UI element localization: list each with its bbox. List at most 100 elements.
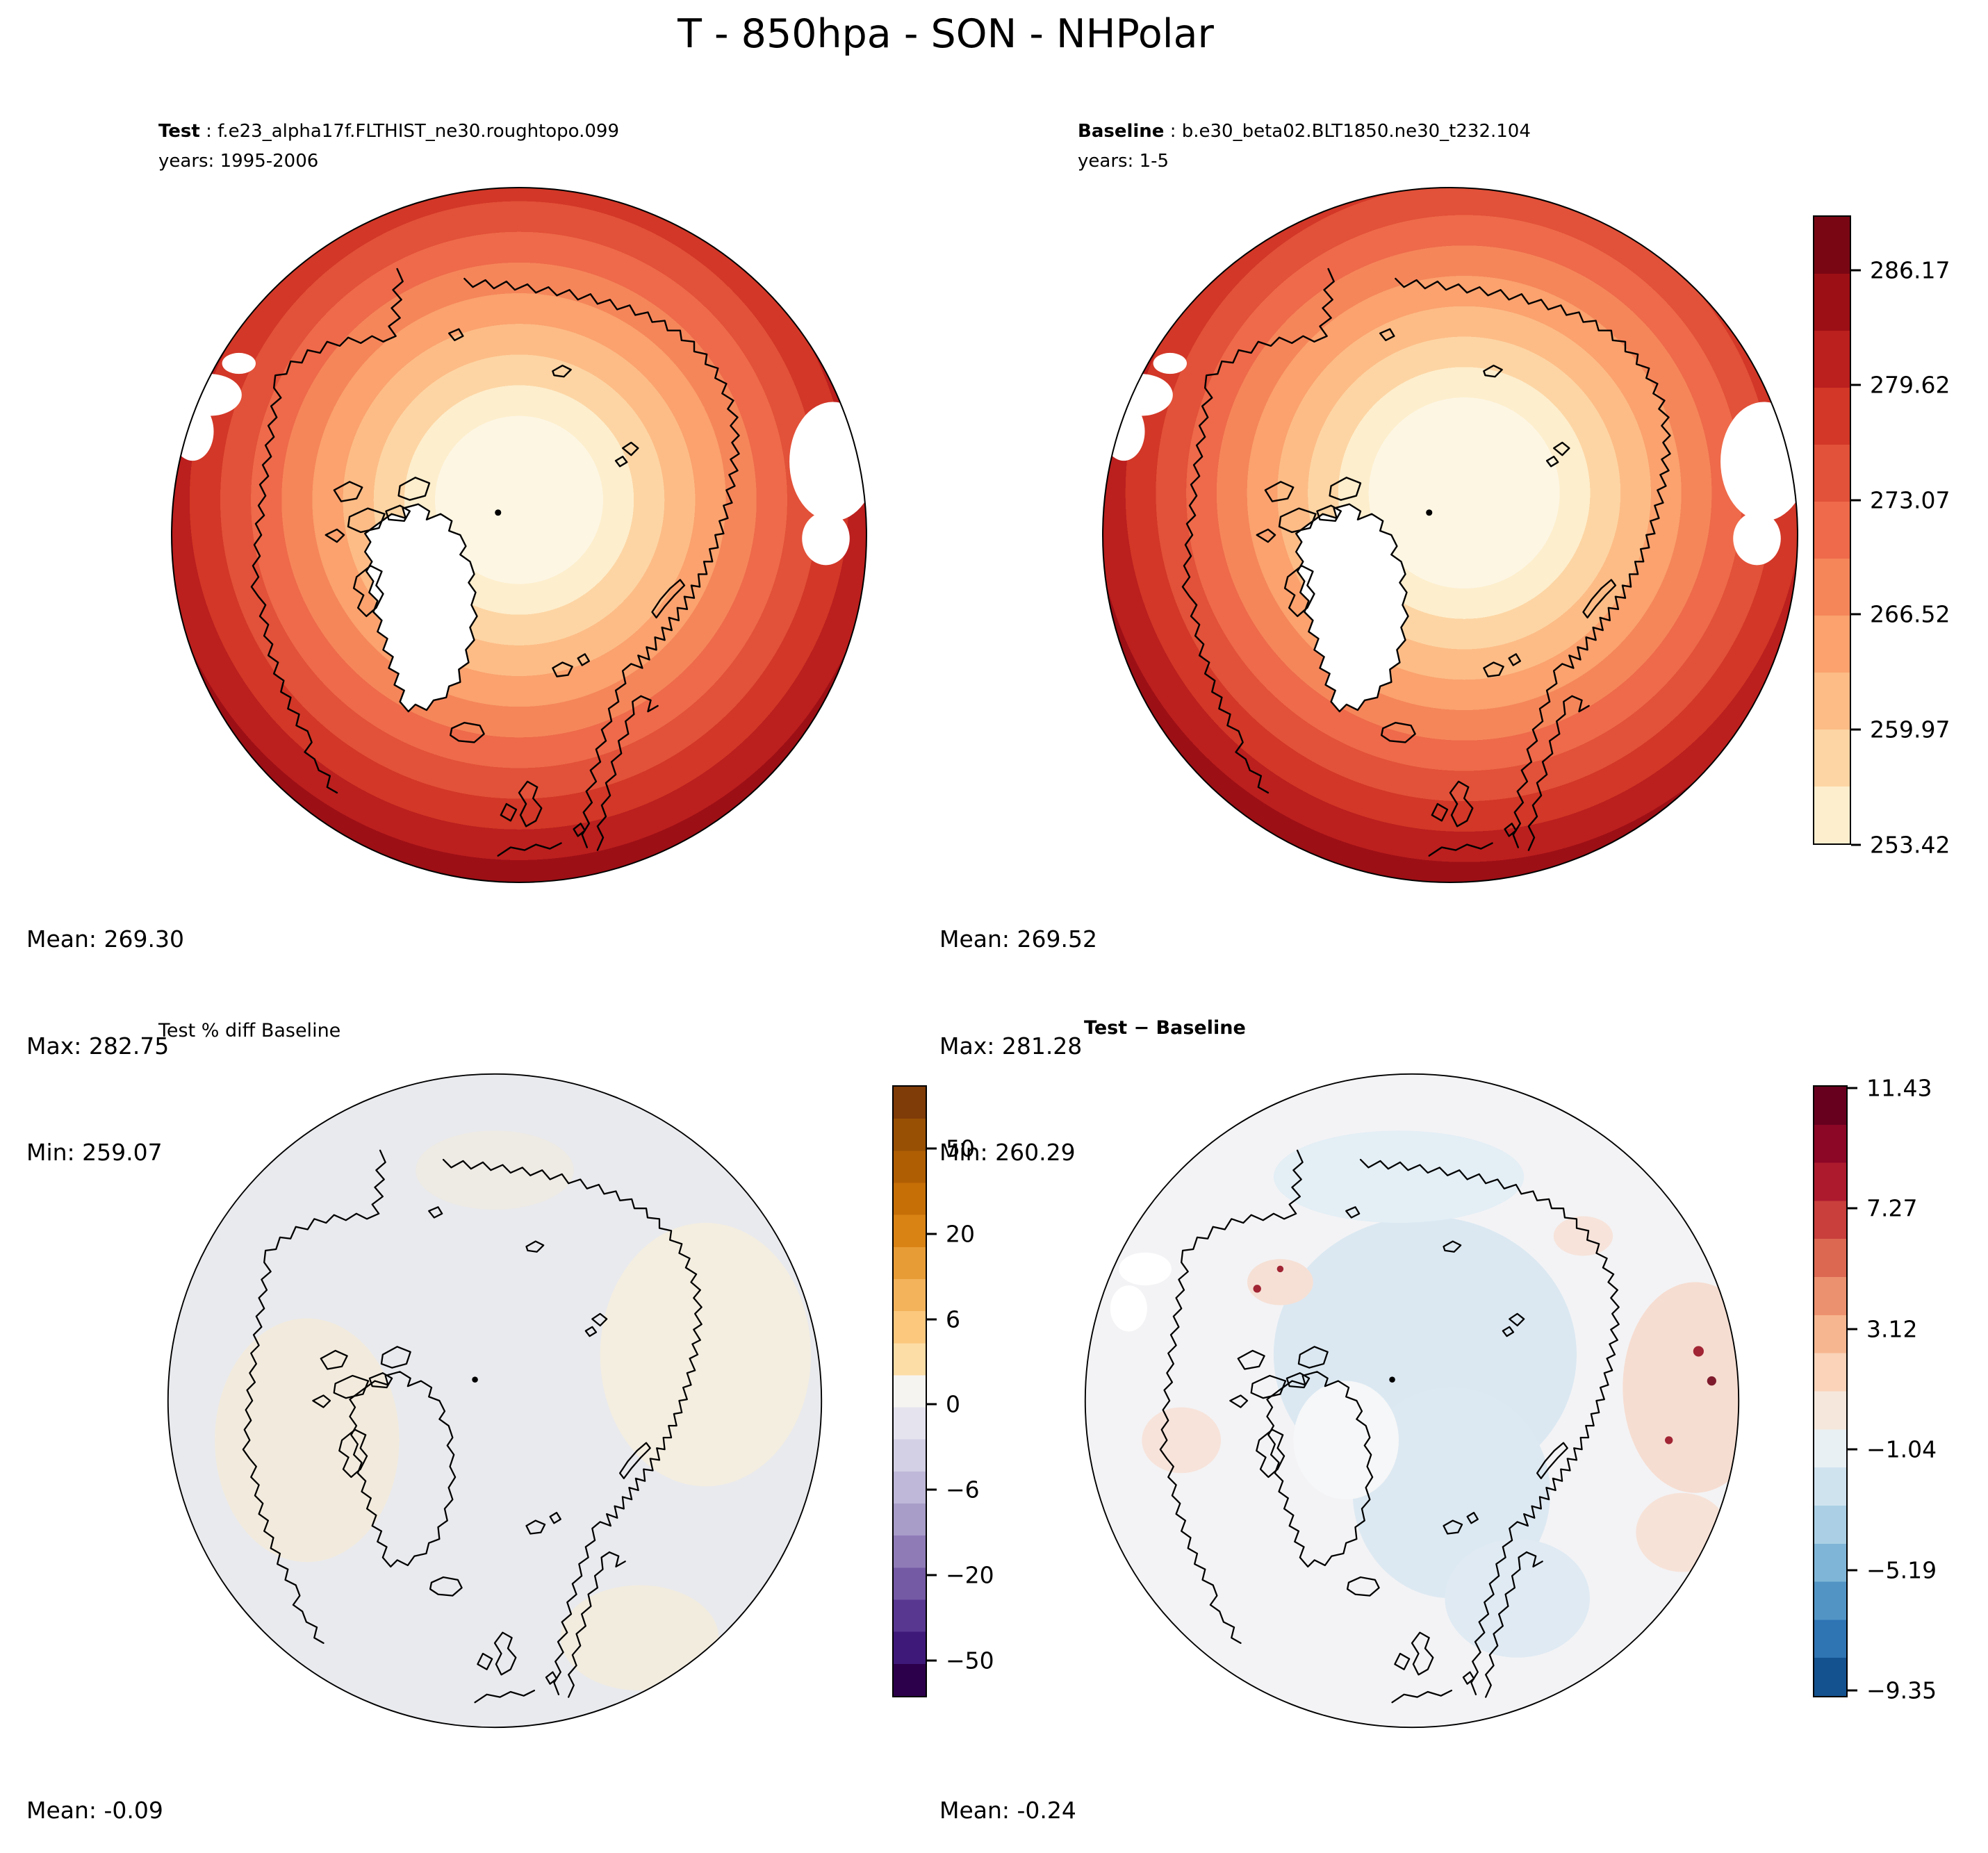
tick-mark	[927, 1147, 937, 1150]
tick-label: 253.42	[1870, 831, 1950, 859]
baseline-run-header: Baseline : b.e30_beta02.BLT1850.ne30_t23…	[1078, 117, 1531, 176]
tick-mark	[1848, 1328, 1857, 1331]
tick-label: 279.62	[1870, 371, 1950, 399]
colorbar-tick: 11.43	[1848, 1074, 1932, 1101]
tick-mark	[927, 1233, 937, 1235]
tick-mark	[1851, 728, 1861, 731]
hotspot-speck	[1276, 1265, 1284, 1273]
test-map	[171, 187, 867, 883]
temperature-colorbar: 286.17 279.62 273.07 266.52 259.97 253.42	[1813, 215, 1987, 859]
absdiff-map	[1084, 1073, 1740, 1729]
negative-anomaly-patch	[1445, 1539, 1590, 1658]
colorbar-tick: 20	[927, 1220, 975, 1247]
colorbar-tick: 50	[927, 1135, 975, 1162]
stat-mean: Mean: 269.52	[939, 925, 1097, 953]
tick-mark	[927, 1488, 937, 1491]
absdiff-stats: Mean: -0.24 Max: 11.43 Min: -2.39	[939, 1722, 1076, 1853]
stat-min: Min: 259.07	[26, 1139, 163, 1167]
colorbar-tick: 253.42	[1851, 832, 1950, 859]
hotspot-speck	[1665, 1436, 1673, 1444]
colorbar-tick: −9.35	[1848, 1677, 1937, 1704]
positive-anomaly-patch	[1553, 1216, 1613, 1256]
stat-max: Max: 281.28	[939, 1032, 1083, 1060]
baseline-case-name: : b.e30_beta02.BLT1850.ne30_t232.104	[1164, 121, 1531, 142]
tick-label: −5.19	[1866, 1556, 1937, 1584]
test-stats: Mean: 269.30 Max: 282.75 Min: 259.07	[26, 850, 184, 1242]
positive-anomaly-patch	[1142, 1407, 1222, 1474]
tick-label: 50	[946, 1135, 975, 1162]
test-run-header: Test : f.e23_alpha17f.FLTHIST_ne30.rough…	[158, 117, 619, 176]
neutral-patch	[1293, 1381, 1399, 1500]
tick-mark	[1851, 269, 1861, 272]
test-case-name: : f.e23_alpha17f.FLTHIST_ne30.roughtopo.…	[199, 121, 620, 142]
tick-mark	[1851, 384, 1861, 386]
tick-mark	[1851, 613, 1861, 616]
tick-mark	[1848, 1569, 1857, 1572]
baseline-label: Baseline	[1078, 121, 1165, 142]
pctdiff-map	[167, 1073, 823, 1729]
map-boundary	[167, 1073, 823, 1729]
tick-mark	[1848, 1087, 1857, 1089]
baseline-map	[1102, 187, 1798, 883]
map-boundary	[171, 187, 867, 883]
tick-label: −50	[946, 1647, 994, 1674]
tick-label: 273.07	[1870, 486, 1950, 513]
hotspot-speck	[1707, 1376, 1716, 1386]
pctdiff-stats: Mean: -0.09 Max: 4.30 Min: -0.91	[26, 1722, 163, 1853]
colorbar-tick: −1.04	[1848, 1436, 1937, 1463]
tick-label: 6	[946, 1306, 960, 1333]
positive-anomaly-patch	[1636, 1492, 1729, 1572]
stat-min: Min: 260.29	[939, 1139, 1076, 1167]
stat-mean: Mean: 269.30	[26, 925, 184, 953]
colorbar-tick: 279.62	[1851, 371, 1950, 398]
white-patch	[1119, 1252, 1172, 1286]
tick-label: −9.35	[1866, 1677, 1937, 1704]
figure-title: T - 850hpa - SON - NHPolar	[677, 11, 1214, 57]
hotspot-speck	[1253, 1285, 1261, 1293]
temperature-field	[1103, 188, 1798, 882]
colorbar-tick: 266.52	[1851, 601, 1950, 628]
test-label: Test	[158, 121, 200, 142]
positive-pct-patch	[416, 1130, 574, 1210]
absdiff-panel-title: Test − Baseline	[1084, 1017, 1246, 1039]
colorbar-tick: 7.27	[1848, 1195, 1917, 1222]
stat-max: Max: 282.75	[26, 1032, 170, 1060]
hotspot-speck	[1693, 1346, 1704, 1357]
tick-mark	[927, 1659, 937, 1662]
tick-label: −1.04	[1866, 1435, 1937, 1463]
map-boundary	[1084, 1073, 1740, 1729]
colorbar-tick: −20	[927, 1562, 994, 1589]
temperature-field	[172, 188, 866, 882]
colorbar-gradient	[1813, 1085, 1848, 1697]
tick-mark	[927, 1574, 937, 1576]
stat-mean: Mean: -0.09	[26, 1797, 163, 1825]
colorbar-gradient	[1813, 215, 1851, 845]
difference-colorbar: 11.43 7.27 3.12 −1.04 −5.19 −9.35	[1813, 1074, 1987, 1704]
colorbar-tick: −5.19	[1848, 1556, 1937, 1583]
positive-pct-patch	[560, 1585, 719, 1691]
pctdiff-map-contours	[167, 1073, 822, 1728]
tick-mark	[1848, 1207, 1857, 1210]
colorbar-tick: 273.07	[1851, 486, 1950, 513]
colorbar-gradient	[892, 1085, 927, 1697]
test-map-contours	[172, 188, 866, 882]
tick-label: 20	[946, 1220, 975, 1248]
tick-label: 7.27	[1866, 1194, 1918, 1222]
tick-label: −6	[946, 1476, 980, 1504]
tick-mark	[1851, 499, 1861, 501]
map-boundary	[1102, 187, 1798, 883]
test-years: years: 1995-2006	[158, 150, 319, 172]
percent-colorbar: 50 20 6 0 −6 −20 −50	[892, 1085, 1045, 1697]
colorbar-tick: 286.17	[1851, 256, 1950, 283]
colorbar-tick: 0	[927, 1391, 960, 1418]
tick-label: 3.12	[1866, 1315, 1918, 1343]
positive-anomaly-patch	[1247, 1259, 1313, 1306]
stat-mean: Mean: -0.24	[939, 1797, 1076, 1825]
tick-mark	[1851, 843, 1861, 846]
colorbar-tick: −50	[927, 1647, 994, 1674]
absdiff-map-contours	[1085, 1073, 1739, 1728]
tick-label: 286.17	[1870, 256, 1950, 284]
colorbar-tick: −6	[927, 1476, 980, 1504]
baseline-map-contours	[1103, 188, 1798, 882]
